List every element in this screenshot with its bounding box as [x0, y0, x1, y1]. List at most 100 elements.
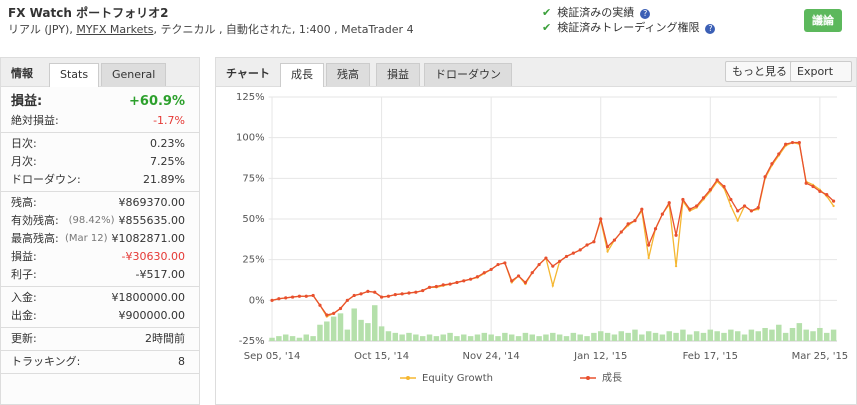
point	[551, 264, 555, 268]
activity-bar	[303, 334, 310, 341]
activity-bar	[543, 334, 549, 341]
activity-bar	[467, 336, 474, 341]
stat-label: 出金:	[11, 309, 37, 322]
tab[interactable]: 残高	[326, 63, 370, 86]
tab[interactable]: 成長	[280, 63, 324, 87]
legend-swatch	[406, 376, 410, 380]
legend-swatch	[586, 376, 590, 380]
broker-link[interactable]: MYFX Markets	[76, 23, 154, 36]
point	[537, 262, 541, 267]
point	[736, 219, 739, 222]
point	[667, 201, 671, 205]
stat-row: 月次: 7.25%	[1, 153, 199, 171]
point	[647, 243, 651, 247]
point	[708, 188, 712, 192]
activity-bar	[769, 329, 775, 341]
x-tick-label: Jan 12, '15	[573, 351, 627, 362]
activity-bar	[817, 327, 823, 341]
activity-bar	[330, 316, 337, 341]
stat-group: 残高: ¥869370.00 有効残高: (98.42%) ¥855635.00 最高残高…	[1, 192, 199, 287]
activity-bar	[734, 331, 741, 341]
activity-bar	[454, 336, 460, 341]
activity-bar	[693, 331, 700, 341]
stat-row: 利子: -¥517.00	[1, 266, 199, 284]
stat-label: 損益:	[11, 250, 37, 263]
stat-label: トラッキング:	[11, 355, 81, 368]
point	[729, 204, 732, 208]
activity-bar	[810, 331, 816, 341]
x-tick-label: Oct 15, '14	[354, 351, 409, 362]
activity-bar	[296, 337, 303, 341]
point	[496, 262, 500, 267]
stat-row: ドローダウン: 21.89%	[1, 171, 199, 189]
activity-bar	[358, 319, 364, 341]
stat-label: 有効残高:	[11, 214, 59, 227]
x-tick-label: Sep 05, '14	[244, 351, 301, 362]
stat-label: 更新:	[11, 332, 37, 345]
tab[interactable]: Stats	[49, 63, 100, 87]
point	[612, 238, 617, 242]
point	[427, 285, 432, 289]
point	[818, 189, 822, 193]
stat-label: ドローダウン:	[11, 173, 81, 186]
activity-bar	[440, 334, 446, 341]
point	[811, 184, 815, 189]
tab-bar: 情報 Stats General	[1, 58, 199, 87]
series-line	[271, 141, 835, 316]
stat-label: 絶対損益:	[11, 114, 59, 127]
tab[interactable]: General	[101, 63, 167, 86]
tab[interactable]: 損益	[376, 63, 420, 86]
y-tick-label: 50%	[242, 214, 264, 225]
point	[749, 209, 753, 213]
point	[373, 290, 377, 294]
verified-text: 検証済みの実績	[557, 6, 635, 19]
x-tick-label: Feb 17, '15	[683, 351, 738, 362]
point	[736, 209, 740, 213]
point	[674, 233, 678, 237]
activity-bar	[276, 336, 282, 341]
activity-bar	[741, 334, 748, 341]
activity-bar	[755, 331, 761, 341]
stat-value: 2時間前	[145, 332, 185, 345]
panel-label: チャート	[226, 67, 270, 80]
x-tick-label: Mar 25, '15	[792, 351, 849, 362]
activity-bar	[344, 329, 351, 341]
stat-group: 日次: 0.23% 月次: 7.25% ドローダウン: 21.89%	[1, 133, 199, 192]
tab[interactable]: ドローダウン	[424, 63, 512, 86]
point	[578, 248, 582, 252]
activity-bar	[577, 334, 583, 341]
activity-bar	[803, 329, 809, 341]
activity-bar	[515, 336, 522, 341]
stat-label: 残高:	[11, 196, 37, 209]
point	[825, 193, 829, 197]
activity-bar	[289, 336, 296, 341]
point	[400, 292, 404, 296]
activity-bar	[433, 336, 440, 341]
point	[647, 256, 650, 260]
activity-bar	[639, 334, 645, 341]
more-button[interactable]: もっと見る	[725, 61, 794, 82]
activity-bar	[502, 332, 508, 341]
point	[414, 290, 418, 294]
stat-note: (98.42%)	[68, 215, 115, 226]
activity-bar	[378, 326, 385, 341]
verified: ✔ 検証済みの実績?	[542, 4, 651, 20]
stat-value: -¥517.00	[135, 268, 185, 281]
activity-bar	[406, 332, 412, 341]
activity-bar	[385, 331, 392, 341]
discuss-button[interactable]: 議論	[804, 9, 842, 32]
activity-bar	[796, 323, 803, 341]
export-button[interactable]: Export	[790, 61, 852, 82]
point	[701, 196, 706, 200]
point	[770, 162, 774, 166]
point	[523, 280, 528, 285]
stat-group: 入金: ¥1800000.00 出金: ¥900000.00	[1, 287, 199, 328]
activity-bar	[597, 331, 604, 341]
point	[318, 303, 322, 307]
point	[455, 280, 459, 285]
activity-bar	[659, 334, 666, 341]
stat-row: 損益: +60.9%	[1, 92, 199, 112]
point	[407, 291, 411, 295]
activity-bar	[282, 334, 289, 341]
point	[489, 267, 493, 272]
